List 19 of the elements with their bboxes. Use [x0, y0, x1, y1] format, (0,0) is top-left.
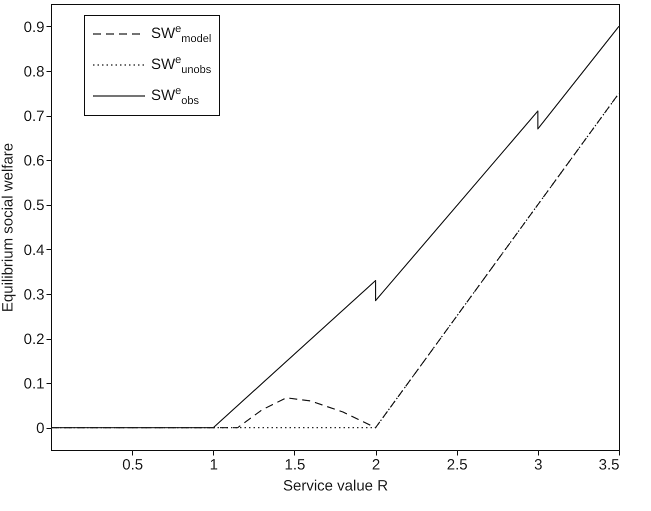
- y-tick-label: 0.1: [24, 376, 44, 393]
- x-tick-label: 2: [372, 456, 380, 474]
- y-tick-label: 0.8: [24, 63, 44, 80]
- x-tick-label: 1: [210, 456, 218, 474]
- y-tick-label: 0: [36, 420, 44, 438]
- y-tick-label: 0.6: [24, 152, 44, 170]
- y-axis-title: Equilibrium social welfare: [0, 142, 17, 312]
- x-axis-title: Service value R: [282, 478, 388, 494]
- x-tick-label: 0.5: [122, 456, 144, 474]
- x-tick-label: 3.5: [598, 456, 620, 474]
- y-tick-label: 0.3: [24, 286, 44, 304]
- y-tick-label: 0.2: [24, 331, 44, 348]
- x-tick-label: 2.5: [446, 456, 468, 474]
- y-tick-label: 0.9: [24, 18, 44, 36]
- y-tick-label: 0.7: [24, 108, 44, 125]
- y-tick-label: 0.5: [24, 197, 44, 214]
- x-tick-label: 3: [534, 456, 543, 474]
- y-tick-label: 0.4: [24, 242, 44, 259]
- x-tick-label: 1.5: [284, 456, 306, 474]
